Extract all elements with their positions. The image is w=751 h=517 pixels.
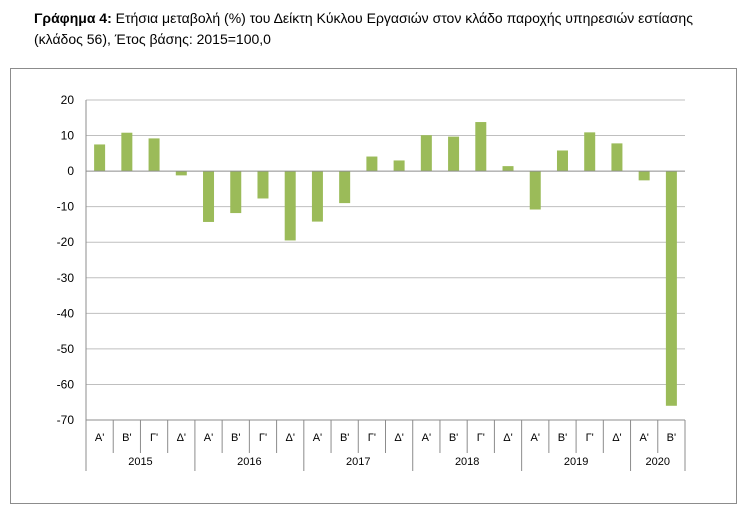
caption-lead: Γράφημα 4:	[34, 10, 112, 26]
x-tick-label: Β'	[340, 432, 349, 444]
bar	[556, 150, 568, 172]
x-tick-label: Γ'	[368, 432, 376, 444]
y-tick-label: 0	[67, 164, 74, 178]
x-tick-label: Δ'	[394, 432, 403, 444]
y-tick-label: -40	[57, 306, 75, 320]
bar	[148, 138, 160, 172]
bar	[311, 171, 323, 222]
x-group-label: 2018	[455, 456, 479, 468]
bar	[284, 171, 296, 241]
bar	[638, 171, 650, 181]
x-tick-label: Α'	[313, 432, 322, 444]
x-tick-label: Γ'	[259, 432, 267, 444]
bar	[230, 171, 242, 214]
bar	[611, 143, 623, 172]
bar	[121, 132, 133, 172]
x-group-label: 2017	[346, 456, 370, 468]
bar	[665, 171, 677, 406]
bar	[448, 136, 460, 172]
x-tick-label: Β'	[667, 432, 676, 444]
x-group-label: 2015	[128, 456, 152, 468]
bar	[420, 135, 432, 172]
x-group-label: 2016	[237, 456, 261, 468]
y-tick-label: -70	[57, 413, 75, 427]
x-tick-label: Β'	[449, 432, 458, 444]
bar	[339, 171, 351, 204]
x-tick-label: Α'	[531, 432, 540, 444]
y-tick-label: -10	[57, 200, 75, 214]
y-tick-label: -50	[57, 342, 75, 356]
y-tick-label: -60	[57, 377, 75, 391]
x-tick-label: Γ'	[586, 432, 594, 444]
x-tick-label: Α'	[95, 432, 104, 444]
bar	[94, 144, 106, 172]
x-tick-label: Β'	[558, 432, 567, 444]
bar	[175, 171, 187, 176]
bar	[366, 156, 378, 172]
x-tick-label: Α'	[204, 432, 213, 444]
x-tick-label: Δ'	[285, 432, 294, 444]
bar	[529, 171, 541, 210]
x-tick-label: Γ'	[150, 432, 158, 444]
x-tick-label: Α'	[422, 432, 431, 444]
x-group-label: 2019	[564, 456, 588, 468]
x-tick-label: Δ'	[503, 432, 512, 444]
x-group-label: 2020	[646, 456, 670, 468]
y-tick-label: -20	[57, 235, 75, 249]
x-tick-label: Δ'	[177, 432, 186, 444]
x-tick-label: Β'	[122, 432, 131, 444]
bar	[475, 122, 487, 172]
y-tick-label: 10	[61, 129, 75, 143]
x-tick-label: Γ'	[477, 432, 485, 444]
y-tick-label: 20	[61, 93, 75, 107]
bar	[203, 171, 215, 222]
x-tick-label: Α'	[639, 432, 648, 444]
caption-text: Ετήσια μεταβολή (%) του Δείκτη Κύκλου Ερ…	[34, 10, 693, 47]
y-tick-label: -30	[57, 271, 75, 285]
chart-caption: Γράφημα 4: Ετήσια μεταβολή (%) του Δείκτ…	[34, 8, 734, 50]
x-tick-label: Δ'	[612, 432, 621, 444]
bar	[502, 166, 514, 172]
x-tick-label: Β'	[231, 432, 240, 444]
bar	[584, 132, 596, 172]
chart-frame	[10, 68, 737, 504]
bar	[257, 171, 269, 199]
bar	[393, 160, 405, 172]
